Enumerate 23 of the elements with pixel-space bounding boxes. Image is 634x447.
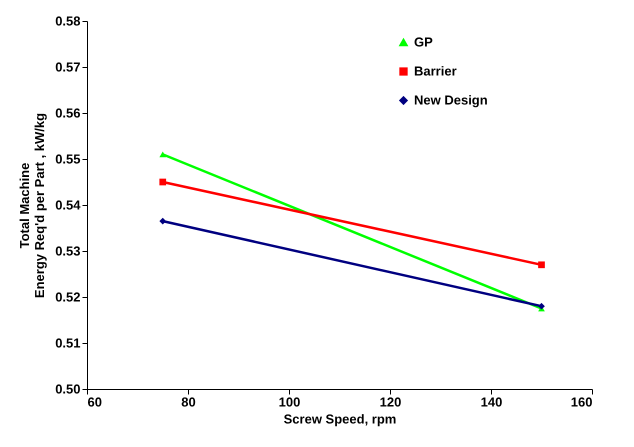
x-axis-title: Screw Speed, rpm bbox=[284, 412, 396, 426]
x-tick-label: 60 bbox=[88, 394, 102, 410]
x-tick-label: 100 bbox=[278, 394, 300, 410]
x-tick-label: 120 bbox=[380, 394, 402, 410]
y-axis-title: Total Machine Energy Req'd per Part , kW/kg bbox=[17, 112, 48, 298]
y-tick-label: 0.57 bbox=[55, 60, 80, 74]
x-tick-label: 80 bbox=[181, 394, 196, 410]
x-tick-label: 160 bbox=[570, 394, 592, 410]
y-tick-label: 0.53 bbox=[55, 244, 80, 258]
y-tick-label: 0.50 bbox=[55, 382, 80, 396]
y-tick-label: 0.52 bbox=[55, 290, 80, 304]
point bbox=[159, 178, 166, 186]
legend-label: New Design bbox=[414, 92, 488, 108]
x-tick-label: 140 bbox=[480, 394, 502, 410]
y-tick-label: 0.55 bbox=[55, 152, 80, 166]
y-tick-label: 0.54 bbox=[55, 198, 82, 212]
y-tick-label: 0.56 bbox=[55, 106, 80, 120]
y-tick-label: 0.58 bbox=[55, 14, 80, 28]
point bbox=[159, 218, 166, 224]
legend-label: Barrier bbox=[414, 64, 457, 78]
y-tick-label: 0.51 bbox=[55, 336, 80, 350]
point bbox=[538, 261, 545, 268]
legend-label: GP bbox=[414, 34, 434, 50]
